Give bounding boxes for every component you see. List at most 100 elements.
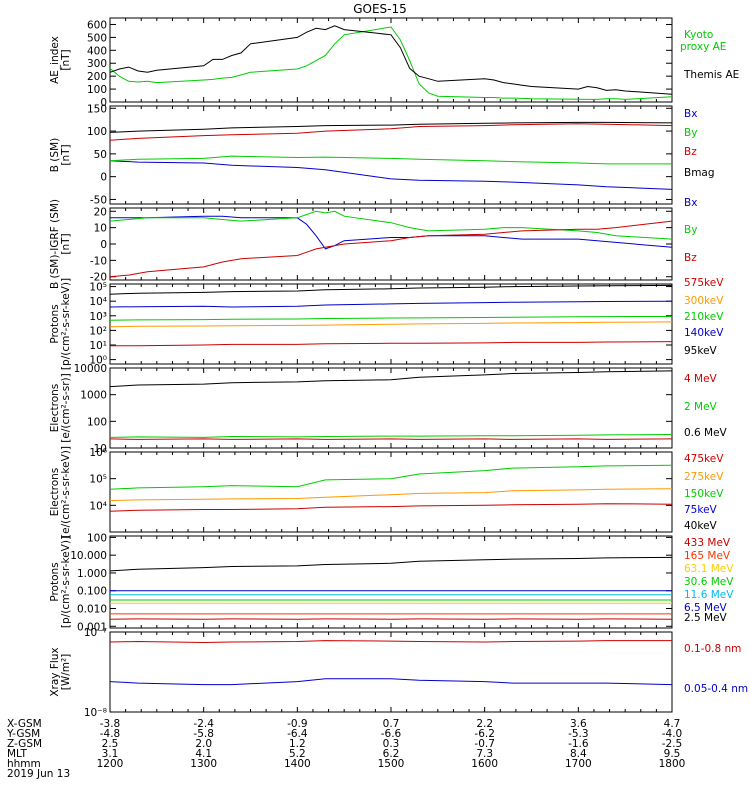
series-line-300kev — [110, 322, 672, 327]
legend-label: 63.1 MeV — [684, 563, 734, 575]
series-line-kyoto-proxy-ae — [110, 27, 672, 99]
footer-row-label: 2019 Jun 13 — [7, 768, 70, 780]
legend-label: 150keV — [684, 488, 724, 500]
legend-label: 275keV — [684, 471, 724, 483]
legend-label: 433 MeV — [684, 537, 731, 549]
legend-label: 0.05-0.4 nm — [684, 683, 748, 695]
legend-label: 2.5 MeV — [684, 612, 728, 624]
y-tick-label: 10² — [89, 325, 107, 337]
panel-4: 10⁰10¹10²10³10⁴10⁵Protons[p/(cm²-s-sr-ke… — [49, 277, 724, 370]
y-tick-label: 10⁻⁷ — [84, 627, 107, 639]
series-line-0-05-0-4-nm — [110, 679, 672, 685]
y-axis-label: [p/(cm²-s-sr-keV)] — [60, 278, 72, 370]
legend-label: 0.1-0.8 nm — [684, 643, 741, 655]
legend-label: Bmag — [684, 167, 715, 179]
footer-value: 1700 — [565, 758, 592, 770]
footer-value: 1400 — [284, 758, 311, 770]
y-tick-label: 150 — [87, 103, 107, 115]
series-line-0-6-mev — [110, 371, 672, 387]
panel-frame — [110, 452, 672, 532]
series-line-bx — [110, 216, 672, 249]
y-tick-label: 1000 — [80, 390, 107, 402]
y-tick-label: 100 — [87, 126, 107, 138]
legend-label: Kyoto — [684, 29, 713, 41]
panel-6: 10⁴10⁵10⁶Electrons[e/(cm²-s-sr-keV)]475k… — [49, 446, 724, 538]
legend-label: 4 MeV — [684, 373, 718, 385]
legend-label: 210keV — [684, 311, 724, 323]
legend-label: proxy AE — [680, 41, 726, 53]
series-line-by — [110, 211, 672, 239]
y-tick-label: 100 — [87, 84, 107, 96]
series-line-140kev — [110, 301, 672, 307]
panel-frame — [110, 106, 672, 204]
y-tick-label: 10 — [94, 223, 107, 235]
y-axis-label: [W/m²] — [60, 654, 72, 691]
footer-value: 1800 — [659, 758, 686, 770]
legend-label: 95keV — [684, 345, 718, 357]
y-axis-label: [e/(cm²-s-sr-keV)] — [60, 446, 72, 538]
y-tick-label: 10⁴ — [89, 500, 107, 512]
panel-1: 0100200300400500600AE_index[nT]Kyotoprox… — [49, 18, 739, 109]
plot-title: GOES-15 — [353, 2, 407, 16]
y-tick-label: 10³ — [89, 311, 107, 323]
series-line-0-1-0-8-nm — [110, 641, 672, 643]
y-tick-label: 10¹ — [89, 340, 107, 352]
y-tick-label: 10.000 — [70, 550, 107, 562]
series-line-bx — [110, 161, 672, 190]
series-line-4-mev — [110, 439, 672, 440]
series-line-150kev — [110, 465, 672, 489]
y-axis-label: [nT] — [60, 49, 72, 70]
y-tick-label: 0 — [100, 239, 107, 251]
y-axis-label: [e/(cm²-s-sr)] — [60, 373, 72, 442]
series-line-bz — [110, 221, 672, 277]
y-tick-label: 10⁶ — [89, 447, 107, 459]
series-line-210kev — [110, 317, 672, 321]
y-axis-label: [nT] — [60, 144, 72, 165]
y-axis-label: [nT] — [60, 233, 72, 254]
y-tick-label: 10000 — [74, 363, 107, 375]
y-axis-label: [p/(cm²-s-sr-keV)] — [60, 536, 72, 628]
legend-label: Bz — [684, 146, 697, 158]
legend-label: Bx — [684, 108, 697, 120]
footer-value: 1500 — [378, 758, 405, 770]
legend-label: 140keV — [684, 327, 724, 339]
legend-label: 40keV — [684, 520, 718, 532]
y-tick-label: 1.000 — [77, 568, 107, 580]
footer-value: 1600 — [471, 758, 498, 770]
y-tick-label: 50 — [94, 149, 107, 161]
legend-label: 30.6 MeV — [684, 576, 734, 588]
legend-label: Bz — [684, 252, 697, 264]
series-line-themis-ae — [110, 26, 672, 94]
legend-label: By — [684, 127, 697, 139]
panel-frame — [110, 18, 672, 102]
y-tick-label: 100 — [87, 416, 107, 428]
y-tick-label: 20 — [94, 206, 107, 218]
legend-label: 300keV — [684, 295, 724, 307]
series-line-475kev — [110, 504, 672, 512]
footer-value: 1300 — [190, 758, 217, 770]
y-tick-label: -10 — [90, 255, 107, 267]
series-line-2-5-mev — [110, 557, 672, 571]
legend-label: Themis AE — [683, 69, 739, 81]
y-tick-label: -50 — [90, 194, 107, 206]
legend-label: 475keV — [684, 453, 724, 465]
legend-label: Bx — [684, 197, 697, 209]
y-tick-label: 10⁵ — [89, 474, 107, 486]
series-line-bz — [110, 124, 672, 140]
series-line-575kev — [110, 342, 672, 346]
series-line-275kev — [110, 489, 672, 501]
footer-value: 1200 — [97, 758, 124, 770]
y-tick-label: 0 — [100, 172, 107, 184]
panel-frame — [110, 208, 672, 280]
y-tick-label: 300 — [87, 58, 107, 70]
panel-frame — [110, 632, 672, 712]
y-tick-label: 100 — [87, 532, 107, 544]
y-tick-label: 10⁵ — [89, 282, 107, 294]
y-tick-label: 200 — [87, 71, 107, 83]
